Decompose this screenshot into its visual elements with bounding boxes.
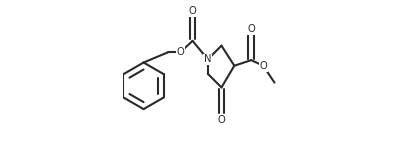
Text: O: O xyxy=(259,61,266,71)
Text: O: O xyxy=(176,47,184,57)
Text: O: O xyxy=(188,6,196,16)
Text: N: N xyxy=(204,54,211,64)
Text: O: O xyxy=(247,24,254,34)
Text: O: O xyxy=(217,115,225,125)
